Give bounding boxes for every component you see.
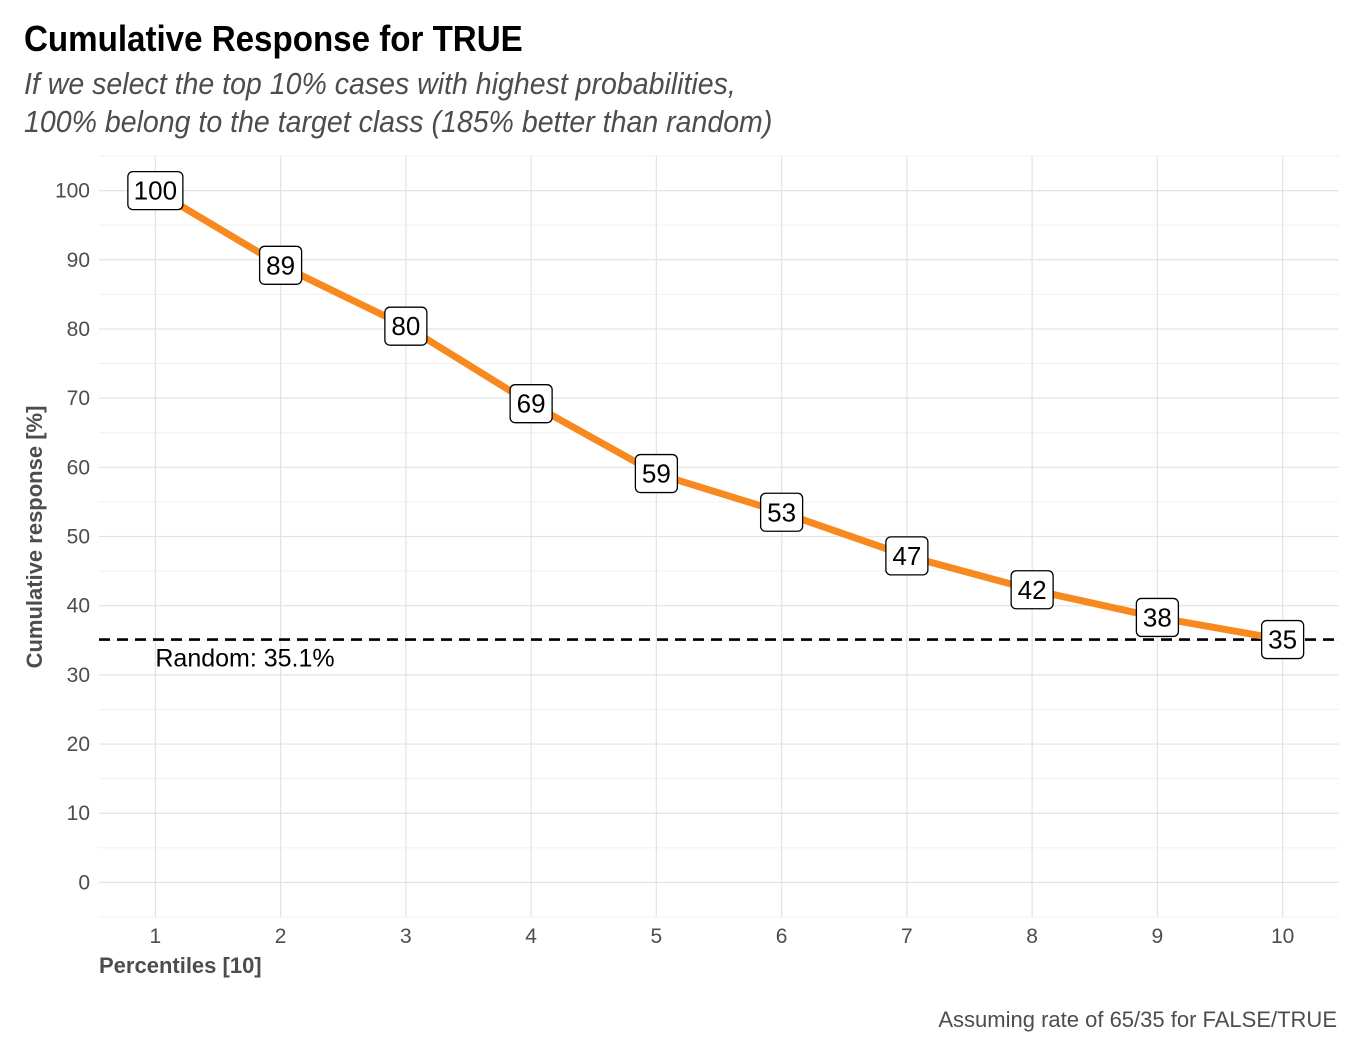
y-tick-label: 30 <box>67 664 90 687</box>
data-label-text: 100 <box>134 176 177 206</box>
random-reference-label: Random: 35.1% <box>155 645 334 673</box>
x-tick-label: 4 <box>525 925 537 948</box>
data-label-text: 53 <box>767 497 796 527</box>
y-tick-label: 70 <box>67 387 90 410</box>
data-label: 38 <box>1135 597 1180 638</box>
data-label-box <box>1010 570 1054 610</box>
chart-title: Cumulative Response for TRUE <box>24 18 523 59</box>
x-axis-title: Percentiles [10] <box>99 953 262 978</box>
data-label-box <box>885 536 929 576</box>
data-label-box <box>509 384 553 424</box>
data-label-text: 80 <box>391 311 420 341</box>
data-label-box <box>384 306 428 346</box>
y-tick-label: 90 <box>67 249 90 272</box>
data-label-box <box>127 170 184 211</box>
x-tick-label: 6 <box>776 925 788 948</box>
major-gridlines <box>99 156 1339 917</box>
y-tick-label: 10 <box>67 802 90 825</box>
x-tick-label: 9 <box>1152 925 1164 948</box>
series-line <box>153 187 1284 644</box>
y-tick-label: 60 <box>67 456 90 479</box>
x-tick-label: 3 <box>400 925 412 948</box>
y-axis-ticks: 0 10 20 30 40 50 60 70 80 90 100 <box>55 180 90 895</box>
data-label: 35 <box>1260 619 1305 660</box>
x-tick-label: 2 <box>275 925 287 948</box>
data-label: 42 <box>1010 570 1054 610</box>
x-tick-label: 10 <box>1271 925 1294 948</box>
data-label: 89 <box>258 245 303 285</box>
y-tick-label: 80 <box>67 318 90 341</box>
data-label-text: 35 <box>1268 625 1297 655</box>
y-tick-label: 40 <box>67 595 90 618</box>
chart-subtitle-line-2: 100% belong to the target class (185% be… <box>24 104 773 139</box>
series-layer <box>153 187 1284 644</box>
data-labels: 100 89 80 69 59 53 47 42 38 35 <box>127 170 1305 660</box>
data-label-box <box>759 492 804 532</box>
x-tick-label: 7 <box>901 925 913 948</box>
x-axis-ticks: 1 2 3 4 5 6 7 8 9 10 <box>150 925 1295 948</box>
data-label-text: 42 <box>1018 575 1047 605</box>
y-tick-label: 100 <box>55 180 90 203</box>
data-label: 59 <box>634 453 679 494</box>
data-label: 100 <box>127 170 184 211</box>
x-tick-label: 1 <box>150 925 162 948</box>
y-tick-label: 0 <box>78 871 90 894</box>
data-label-text: 47 <box>892 541 921 571</box>
random-reference: Random: 35.1% <box>99 638 1339 673</box>
data-label-text: 69 <box>517 389 546 419</box>
data-label-box <box>634 453 679 494</box>
chart-subtitle-line-1: If we select the top 10% cases with high… <box>24 66 736 101</box>
data-label: 80 <box>384 306 428 346</box>
x-tick-label: 5 <box>651 925 663 948</box>
data-label-box <box>258 245 303 285</box>
data-label-text: 89 <box>266 250 295 280</box>
data-label: 47 <box>885 536 929 576</box>
chart-caption: Assuming rate of 65/35 for FALSE/TRUE <box>938 1007 1337 1032</box>
data-label-text: 38 <box>1143 602 1172 632</box>
y-tick-label: 20 <box>67 733 90 756</box>
y-axis-title: Cumulative response [%] <box>22 406 47 669</box>
data-label-box <box>1135 597 1180 638</box>
y-tick-label: 50 <box>67 526 90 549</box>
data-label: 53 <box>759 492 804 532</box>
data-label: 69 <box>509 384 553 424</box>
data-label-box <box>1260 619 1305 660</box>
x-tick-label: 8 <box>1026 925 1038 948</box>
data-label-text: 59 <box>642 459 671 489</box>
